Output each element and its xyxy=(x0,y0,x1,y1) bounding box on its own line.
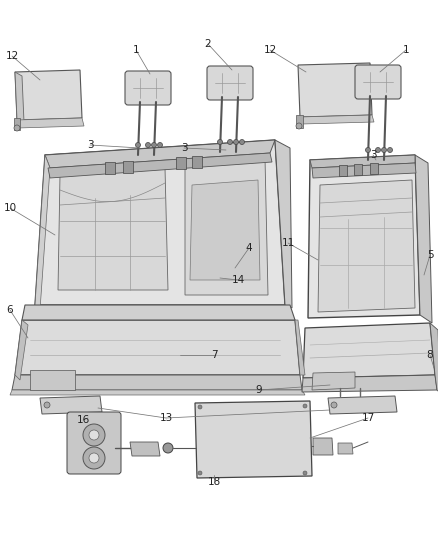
Circle shape xyxy=(240,140,244,144)
Circle shape xyxy=(198,471,202,475)
Circle shape xyxy=(163,443,173,453)
Text: 4: 4 xyxy=(246,243,252,253)
Circle shape xyxy=(296,123,302,129)
Circle shape xyxy=(303,471,307,475)
Circle shape xyxy=(233,140,239,144)
Circle shape xyxy=(152,142,156,148)
Polygon shape xyxy=(15,70,82,120)
Circle shape xyxy=(303,404,307,408)
Text: 10: 10 xyxy=(4,203,17,213)
Text: 3: 3 xyxy=(87,140,93,150)
Polygon shape xyxy=(328,396,397,414)
Polygon shape xyxy=(58,168,168,290)
Text: 11: 11 xyxy=(281,238,295,248)
Polygon shape xyxy=(10,390,305,395)
Circle shape xyxy=(89,430,99,440)
Polygon shape xyxy=(176,157,186,169)
Circle shape xyxy=(158,142,162,148)
Polygon shape xyxy=(190,180,260,280)
Text: 7: 7 xyxy=(211,350,217,360)
Circle shape xyxy=(218,140,223,144)
Text: 1: 1 xyxy=(133,45,139,55)
Text: 2: 2 xyxy=(205,39,211,49)
Polygon shape xyxy=(68,414,120,472)
Text: 13: 13 xyxy=(159,413,173,423)
Polygon shape xyxy=(192,156,202,168)
Polygon shape xyxy=(354,164,362,175)
FancyBboxPatch shape xyxy=(67,412,121,474)
Circle shape xyxy=(198,405,202,409)
Circle shape xyxy=(365,148,371,152)
Circle shape xyxy=(89,453,99,463)
Polygon shape xyxy=(313,438,333,455)
Circle shape xyxy=(83,424,105,446)
Polygon shape xyxy=(35,140,285,305)
Polygon shape xyxy=(275,140,292,308)
Polygon shape xyxy=(370,163,378,174)
Polygon shape xyxy=(17,118,84,128)
Polygon shape xyxy=(312,163,416,178)
Polygon shape xyxy=(195,401,312,478)
Text: 8: 8 xyxy=(427,350,433,360)
Polygon shape xyxy=(295,320,305,375)
FancyBboxPatch shape xyxy=(207,66,253,100)
Text: 6: 6 xyxy=(7,305,13,315)
Polygon shape xyxy=(12,375,302,390)
Circle shape xyxy=(83,447,105,469)
Polygon shape xyxy=(22,305,295,320)
Circle shape xyxy=(44,402,50,408)
Polygon shape xyxy=(130,442,160,456)
Polygon shape xyxy=(298,63,372,117)
Polygon shape xyxy=(318,180,415,312)
Circle shape xyxy=(375,148,381,152)
Polygon shape xyxy=(14,118,20,130)
Polygon shape xyxy=(48,153,272,178)
Circle shape xyxy=(135,142,141,148)
Polygon shape xyxy=(185,158,268,295)
Circle shape xyxy=(331,402,337,408)
Polygon shape xyxy=(123,160,133,173)
Polygon shape xyxy=(15,320,300,375)
Text: 3: 3 xyxy=(370,150,376,160)
Circle shape xyxy=(381,148,386,152)
Polygon shape xyxy=(105,162,115,174)
Circle shape xyxy=(145,142,151,148)
Polygon shape xyxy=(312,372,355,390)
Polygon shape xyxy=(339,165,347,175)
Text: 12: 12 xyxy=(5,51,19,61)
Polygon shape xyxy=(15,72,24,122)
Polygon shape xyxy=(415,155,432,323)
Text: 16: 16 xyxy=(76,415,90,425)
Circle shape xyxy=(227,140,233,144)
Text: 17: 17 xyxy=(361,413,374,423)
Polygon shape xyxy=(303,323,435,378)
Circle shape xyxy=(14,125,20,131)
Text: 18: 18 xyxy=(207,477,221,487)
Text: 3: 3 xyxy=(181,143,187,153)
Polygon shape xyxy=(430,323,438,393)
FancyBboxPatch shape xyxy=(125,71,171,105)
Polygon shape xyxy=(296,115,303,128)
Polygon shape xyxy=(302,375,437,392)
Text: 1: 1 xyxy=(403,45,410,55)
Polygon shape xyxy=(338,443,353,454)
Text: 5: 5 xyxy=(427,250,433,260)
Polygon shape xyxy=(35,155,50,310)
FancyBboxPatch shape xyxy=(355,65,401,99)
Polygon shape xyxy=(308,155,420,318)
Polygon shape xyxy=(45,140,275,168)
Text: 12: 12 xyxy=(263,45,277,55)
Polygon shape xyxy=(15,320,28,380)
Text: 14: 14 xyxy=(231,275,245,285)
Polygon shape xyxy=(40,396,102,414)
Polygon shape xyxy=(300,115,374,124)
Polygon shape xyxy=(310,155,415,168)
Circle shape xyxy=(388,148,392,152)
Text: 9: 9 xyxy=(256,385,262,395)
Polygon shape xyxy=(30,370,75,390)
